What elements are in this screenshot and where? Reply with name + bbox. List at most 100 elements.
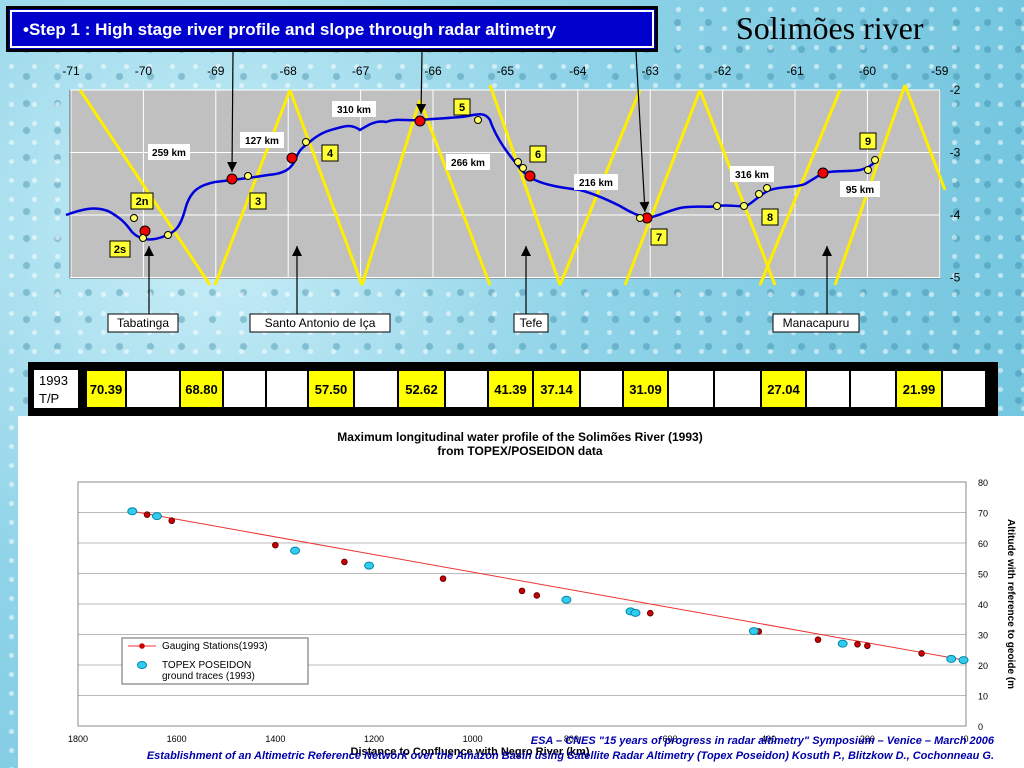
distance-label: 259 km [152, 148, 186, 159]
satellite-track-line [288, 89, 364, 286]
tp-value-cell [126, 370, 180, 408]
pointer-arrow [231, 51, 234, 173]
gauging-station-marker [817, 167, 829, 179]
satellite-track-line [488, 84, 562, 286]
pointer-arrow [420, 51, 423, 115]
pointer-arrow-head [639, 201, 650, 212]
track-number-box [650, 228, 668, 246]
distance-label-box [332, 101, 376, 117]
pointer-arrow-head [227, 161, 238, 172]
track-crossing-marker [139, 234, 147, 242]
city-label-box [772, 313, 860, 333]
river-title: Solimões river [736, 10, 924, 46]
city-arrow-head [292, 246, 302, 256]
distance-label-box [148, 144, 190, 160]
city-label: Tefe [520, 316, 543, 330]
track-crossing-marker [474, 116, 482, 124]
tp-value-cell: 41.39 [488, 370, 533, 408]
track-number-box [249, 192, 267, 210]
distance-label: 316 km [735, 170, 769, 181]
track-number-box [130, 192, 154, 210]
track-number-label: 6 [535, 149, 541, 161]
track-crossing-marker [514, 158, 522, 166]
city-label: Tabatinga [117, 316, 169, 330]
track-number-label: 2n [136, 196, 149, 208]
pointer-arrow-head [416, 103, 427, 114]
satellite-track-line [78, 89, 212, 286]
gauging-station-marker [286, 152, 298, 164]
satellite-track-line [360, 99, 422, 286]
city-arrow-head [144, 246, 154, 256]
lon-tick-label: -69 [207, 64, 225, 78]
distance-label-box [240, 132, 284, 148]
distance-label: 95 km [846, 185, 874, 196]
lon-tick-label: -66 [424, 64, 442, 78]
tp-value-cell [445, 370, 488, 408]
track-crossing-marker [763, 184, 771, 192]
lon-tick-label: -59 [931, 64, 949, 78]
tp-value-cell [714, 370, 761, 408]
tp-value-cell [223, 370, 266, 408]
satellite-track-line [213, 89, 292, 286]
city-label-box [249, 313, 391, 333]
track-number-label: 8 [767, 212, 773, 224]
distance-label: 310 km [337, 105, 371, 116]
distance-label-box [840, 181, 880, 197]
track-number-label: 2s [114, 244, 126, 256]
satellite-track-line [623, 89, 702, 286]
lon-tick-label: -60 [859, 64, 877, 78]
tp-value-cell: 31.09 [623, 370, 668, 408]
tp-value-cell [668, 370, 714, 408]
distance-label: 127 km [245, 136, 279, 147]
lat-tick-label: -5 [950, 271, 961, 285]
distance-label-box [446, 154, 490, 170]
lat-tick-label: -3 [950, 146, 961, 160]
track-crossing-marker [740, 202, 748, 210]
profile-chart-panel [18, 416, 1024, 768]
track-crossing-marker [164, 231, 172, 239]
track-number-box [529, 145, 547, 163]
city-label-box [107, 313, 179, 333]
table-label-year: 1993 [39, 373, 68, 388]
city-arrow-head [822, 246, 832, 256]
lon-tick-label: -68 [280, 64, 298, 78]
city-label-box [513, 313, 549, 333]
track-crossing-marker [864, 166, 872, 174]
distance-label-box [730, 166, 774, 182]
track-number-box [859, 132, 877, 150]
river-profile-map: -71 -70 -69 -68 -67 -66 -65 -64 -63 -62 -61 -60 -59-… [62, 51, 961, 333]
track-crossing-marker [244, 172, 252, 180]
lon-tick-label: -64 [569, 64, 587, 78]
city-label: Manacapuru [783, 316, 850, 330]
tp-value-cell [580, 370, 623, 408]
track-crossing-marker [519, 164, 527, 172]
tp-value-cell [806, 370, 850, 408]
track-number-label: 7 [656, 232, 662, 244]
lon-tick-label: -61 [786, 64, 804, 78]
step-title: •Step 1 : High stage river profile and s… [23, 20, 557, 39]
gauging-station-marker [524, 170, 536, 182]
track-number-box [761, 208, 779, 226]
lon-tick-label: -62 [714, 64, 732, 78]
tp-value-cell: 57.50 [308, 370, 354, 408]
footer-line-1: ESA – CNES "15 years of progress in rada… [530, 735, 994, 747]
lon-tick-label: -63 [642, 64, 660, 78]
track-crossing-marker [713, 202, 721, 210]
track-crossing-marker [636, 214, 644, 222]
pointer-arrow [635, 51, 646, 213]
track-number-box [453, 98, 471, 116]
satellite-track-line [903, 84, 947, 191]
city-arrow-head [521, 246, 531, 256]
track-number-label: 4 [327, 148, 334, 160]
tp-value-cell: 21.99 [896, 370, 942, 408]
lon-tick-label: -71 [62, 64, 80, 78]
lon-tick-label: -67 [352, 64, 370, 78]
gauging-station-marker [414, 115, 426, 127]
lon-tick-label: -70 [135, 64, 153, 78]
tp-value-cell: 70.39 [86, 370, 126, 408]
track-crossing-marker [871, 156, 879, 164]
satellite-track-line [418, 99, 492, 286]
step-title-box: •Step 1 : High stage river profile and s… [6, 6, 658, 52]
table-label: 1993 T/P [34, 370, 78, 408]
gauging-station-marker [226, 173, 238, 185]
